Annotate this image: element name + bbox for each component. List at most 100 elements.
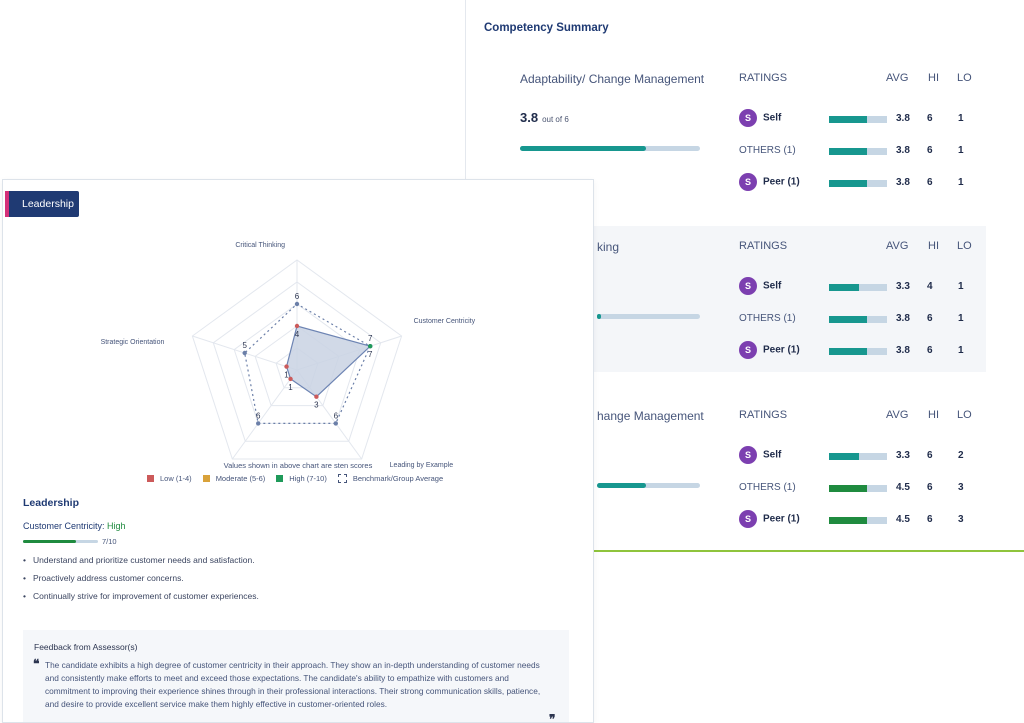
radar-score-point xyxy=(368,344,373,349)
radar-axis-label: Customer Centricity xyxy=(414,318,476,325)
competency-block: hange Management RATINGS AVG HI LO S Self… xyxy=(466,395,986,541)
competency-score: 3.8 out of 6 xyxy=(520,110,569,125)
rating-row-others: OTHERS (1) 3.8 6 1 xyxy=(466,141,986,161)
lo-header: LO xyxy=(957,240,972,252)
radar-benchmark-polygon xyxy=(244,303,371,424)
rating-label: OTHERS (1) xyxy=(739,313,796,324)
rating-row-others: OTHERS (1) 4.5 6 3 xyxy=(466,478,986,498)
legend-low-swatch xyxy=(147,475,154,482)
avatar: S xyxy=(739,510,757,528)
score-progress-fill xyxy=(597,314,601,319)
competency-summary-title: Competency Summary xyxy=(484,22,609,34)
rating-label: OTHERS (1) xyxy=(739,145,796,156)
rating-row-others: OTHERS (1) 3.8 6 1 xyxy=(466,309,986,329)
quote-open-icon: ❝ xyxy=(33,657,40,671)
radar-axis-label: Leading by Example xyxy=(390,462,454,469)
rating-bar xyxy=(829,180,887,187)
hi-value: 6 xyxy=(927,345,933,356)
hi-header: HI xyxy=(928,72,939,84)
radar-score-label: 3 xyxy=(314,401,319,410)
legend-high-label: High (7-10) xyxy=(289,474,327,483)
hi-value: 6 xyxy=(927,482,933,493)
radar-chart: 7 6 6 5 6 7 3 1 1 4 Customer Centricity Leading by … xyxy=(101,242,476,469)
score-out-of: out of 6 xyxy=(542,115,569,124)
rating-row-self: S Self 3.8 6 1 xyxy=(466,109,986,129)
radar-axis-label: Critical Thinking xyxy=(235,242,285,249)
avg-value: 3.8 xyxy=(896,145,910,156)
rating-label: S Self xyxy=(739,446,781,464)
radar-benchmark-label: 5 xyxy=(242,341,247,350)
ratings-header: RATINGS xyxy=(739,72,788,84)
competency-level: High xyxy=(107,521,126,531)
legend-moderate-swatch xyxy=(202,475,210,482)
score-progress-bar xyxy=(597,314,700,319)
lo-value: 2 xyxy=(958,450,964,461)
radar-axis-label: Strategic Orientation xyxy=(101,339,165,346)
radar-score-point xyxy=(284,364,289,369)
lo-value: 3 xyxy=(958,514,964,525)
avg-header: AVG xyxy=(886,72,909,84)
lo-header: LO xyxy=(957,72,972,84)
radar-benchmark-label: 6 xyxy=(256,411,261,420)
rating-bar xyxy=(829,453,887,460)
rating-bar-fill xyxy=(829,485,868,492)
radar-score-label: 1 xyxy=(284,371,289,380)
score-progress-bar xyxy=(597,483,700,488)
hi-header: HI xyxy=(928,409,939,421)
list-item: Proactively address customer concerns. xyxy=(23,572,259,590)
radar-score-label: 4 xyxy=(295,330,300,339)
competency-progress-bar xyxy=(23,540,98,543)
competency-block: Adaptability/ Change Management RATINGS … xyxy=(466,58,986,204)
rating-bar-fill xyxy=(829,148,868,155)
section-title: Leadership xyxy=(23,497,80,509)
rating-bar-fill xyxy=(829,284,860,291)
quote-close-icon: ❞ xyxy=(549,712,556,723)
radar-benchmark-point xyxy=(333,421,338,426)
avg-value: 3.8 xyxy=(896,345,910,356)
avg-value: 3.8 xyxy=(896,113,910,124)
score-progress-fill xyxy=(597,483,646,488)
lo-value: 1 xyxy=(958,145,964,156)
competency-name: king xyxy=(597,240,620,254)
rating-row-self: S Self 3.3 6 2 xyxy=(466,446,986,466)
avatar: S xyxy=(739,341,757,359)
lo-value: 1 xyxy=(958,113,964,124)
radar-grid-ring xyxy=(212,281,382,442)
leadership-card: Leadership 7 6 6 5 6 7 3 1 1 4 Customer Centricity… xyxy=(2,179,594,723)
score-value: 3.8 xyxy=(520,110,539,125)
legend-high-swatch xyxy=(276,475,284,482)
legend-bench-swatch xyxy=(337,474,347,483)
competency-score: 7/10 xyxy=(102,537,117,546)
hi-value: 6 xyxy=(927,514,933,525)
hi-value: 6 xyxy=(927,177,933,188)
legend-low: Low (1-4) xyxy=(147,474,192,483)
avg-value: 3.3 xyxy=(896,450,910,461)
rating-label: S Peer (1) xyxy=(739,341,800,359)
lo-value: 1 xyxy=(958,177,964,188)
radar-note: Values shown in above chart are sten sco… xyxy=(223,461,373,470)
score-progress-bar xyxy=(520,146,700,151)
hi-value: 6 xyxy=(927,313,933,324)
legend-bench: Benchmark/Group Average xyxy=(337,474,443,483)
hi-value: 4 xyxy=(927,281,933,292)
rating-bar-fill xyxy=(829,517,868,524)
rating-bar xyxy=(829,116,887,123)
lo-value: 3 xyxy=(958,482,964,493)
rating-bar-fill xyxy=(829,116,868,123)
ratings-header: RATINGS xyxy=(739,409,788,421)
rating-bar-fill xyxy=(829,453,860,460)
avg-value: 4.5 xyxy=(896,482,910,493)
radar-score-label: 1 xyxy=(288,383,293,392)
behavior-list: Understand and prioritize customer needs… xyxy=(23,554,259,608)
rating-label: S Self xyxy=(739,277,781,295)
score-progress-fill xyxy=(520,146,646,151)
rating-bar xyxy=(829,284,887,291)
legend-high: High (7-10) xyxy=(276,474,327,483)
lo-header: LO xyxy=(957,409,972,421)
rating-label-text: Self xyxy=(763,449,782,461)
avg-header: AVG xyxy=(886,240,909,252)
lo-value: 1 xyxy=(958,313,964,324)
competency-label-name: Customer Centricity xyxy=(23,521,103,531)
rating-label: S Self xyxy=(739,109,781,127)
radar-grid-ring xyxy=(233,303,361,424)
